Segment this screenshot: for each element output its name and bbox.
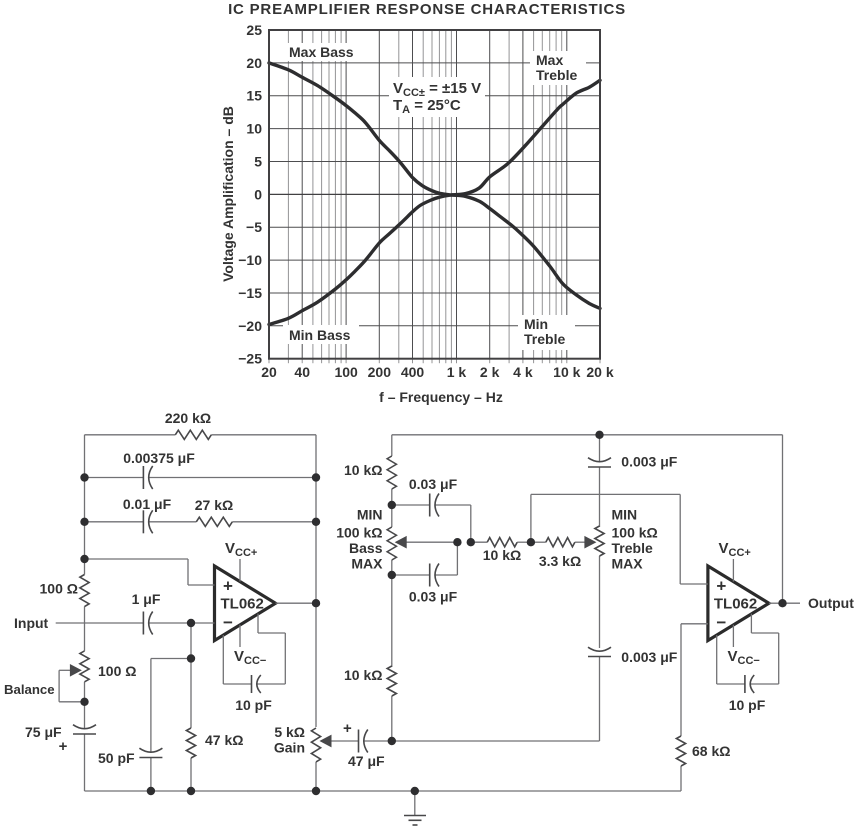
svg-text:+: + — [716, 577, 726, 596]
svg-text:Input: Input — [14, 615, 49, 631]
svg-text:−: − — [223, 613, 233, 632]
svg-text:3.3 kΩ: 3.3 kΩ — [539, 553, 581, 569]
svg-text:−15: −15 — [238, 285, 262, 301]
svg-text:40: 40 — [294, 364, 310, 380]
svg-text:TL062: TL062 — [221, 596, 264, 613]
svg-text:10 pF: 10 pF — [235, 697, 272, 713]
svg-text:400: 400 — [401, 364, 425, 380]
svg-text:75 μF: 75 μF — [25, 724, 62, 740]
svg-text:MIN: MIN — [357, 507, 383, 523]
svg-text:25: 25 — [246, 22, 262, 38]
svg-text:100: 100 — [334, 364, 358, 380]
svg-text:200: 200 — [368, 364, 392, 380]
svg-text:0.03 μF: 0.03 μF — [409, 476, 458, 492]
svg-text:VCC−: VCC− — [234, 648, 266, 667]
svg-text:100 Ω: 100 Ω — [98, 663, 136, 679]
svg-text:5 kΩ: 5 kΩ — [274, 724, 305, 740]
svg-text:VCC+: VCC+ — [225, 540, 257, 559]
svg-text:0: 0 — [254, 186, 262, 202]
svg-text:20 k: 20 k — [586, 364, 613, 380]
svg-text:Balance: Balance — [4, 682, 55, 697]
svg-text:0.003 μF: 0.003 μF — [621, 649, 677, 665]
svg-text:TL062: TL062 — [714, 596, 757, 613]
svg-text:IC PREAMPLIFIER RESPONSE CHARA: IC PREAMPLIFIER RESPONSE CHARACTERISTICS — [228, 1, 626, 18]
svg-text:47 μF: 47 μF — [348, 753, 385, 769]
svg-text:−10: −10 — [238, 252, 262, 268]
svg-text:Voltage Amplification – dB: Voltage Amplification – dB — [220, 106, 236, 282]
svg-text:−5: −5 — [246, 219, 262, 235]
svg-text:Treble: Treble — [536, 67, 577, 83]
svg-text:1 k: 1 k — [447, 364, 467, 380]
svg-text:−25: −25 — [238, 351, 262, 367]
svg-text:0.00375 μF: 0.00375 μF — [123, 450, 195, 466]
svg-text:10 kΩ: 10 kΩ — [483, 547, 521, 563]
svg-text:Max Bass: Max Bass — [289, 44, 354, 60]
svg-text:Output: Output — [808, 595, 854, 611]
svg-text:Gain: Gain — [274, 740, 305, 756]
svg-text:+: + — [223, 577, 233, 596]
svg-text:27 kΩ: 27 kΩ — [195, 497, 233, 513]
svg-text:MAX: MAX — [612, 556, 644, 572]
svg-text:2 k: 2 k — [480, 364, 500, 380]
svg-text:10 kΩ: 10 kΩ — [344, 462, 382, 478]
svg-text:+: + — [59, 738, 68, 755]
svg-text:Treble: Treble — [524, 331, 565, 347]
svg-text:220 kΩ: 220 kΩ — [165, 410, 211, 426]
svg-text:10: 10 — [246, 121, 262, 137]
svg-text:100 kΩ: 100 kΩ — [336, 525, 382, 541]
svg-text:0.01 μF: 0.01 μF — [123, 496, 172, 512]
svg-text:0.003 μF: 0.003 μF — [621, 454, 677, 470]
svg-text:−: − — [716, 613, 726, 632]
svg-text:10 k: 10 k — [553, 364, 580, 380]
svg-text:−20: −20 — [238, 318, 262, 334]
svg-text:Min: Min — [524, 316, 548, 332]
svg-text:TA = 25°C: TA = 25°C — [393, 97, 461, 116]
svg-text:47 kΩ: 47 kΩ — [205, 732, 243, 748]
svg-text:Bass: Bass — [349, 540, 383, 556]
svg-text:20: 20 — [246, 55, 262, 71]
svg-text:Min Bass: Min Bass — [289, 327, 351, 343]
svg-text:1 μF: 1 μF — [132, 591, 161, 607]
svg-text:VCC± = ±15 V: VCC± = ±15 V — [393, 80, 481, 99]
svg-text:68 kΩ: 68 kΩ — [692, 743, 730, 759]
svg-text:MAX: MAX — [351, 556, 383, 572]
svg-text:15: 15 — [246, 88, 262, 104]
svg-text:Treble: Treble — [612, 540, 653, 556]
svg-text:20: 20 — [261, 364, 277, 380]
svg-text:10 kΩ: 10 kΩ — [344, 667, 382, 683]
svg-text:f – Frequency – Hz: f – Frequency – Hz — [379, 389, 503, 405]
svg-text:+: + — [343, 720, 352, 737]
svg-text:MIN: MIN — [612, 507, 638, 523]
svg-text:50 pF: 50 pF — [98, 750, 135, 766]
svg-text:4 k: 4 k — [513, 364, 533, 380]
svg-text:VCC+: VCC+ — [719, 540, 751, 559]
svg-text:10 pF: 10 pF — [729, 697, 766, 713]
svg-text:0.03 μF: 0.03 μF — [409, 589, 458, 605]
svg-text:100 kΩ: 100 kΩ — [612, 525, 658, 541]
svg-text:VCC−: VCC− — [728, 648, 760, 667]
svg-text:Max: Max — [536, 52, 563, 68]
svg-text:5: 5 — [254, 153, 262, 169]
svg-text:100 Ω: 100 Ω — [40, 581, 78, 597]
